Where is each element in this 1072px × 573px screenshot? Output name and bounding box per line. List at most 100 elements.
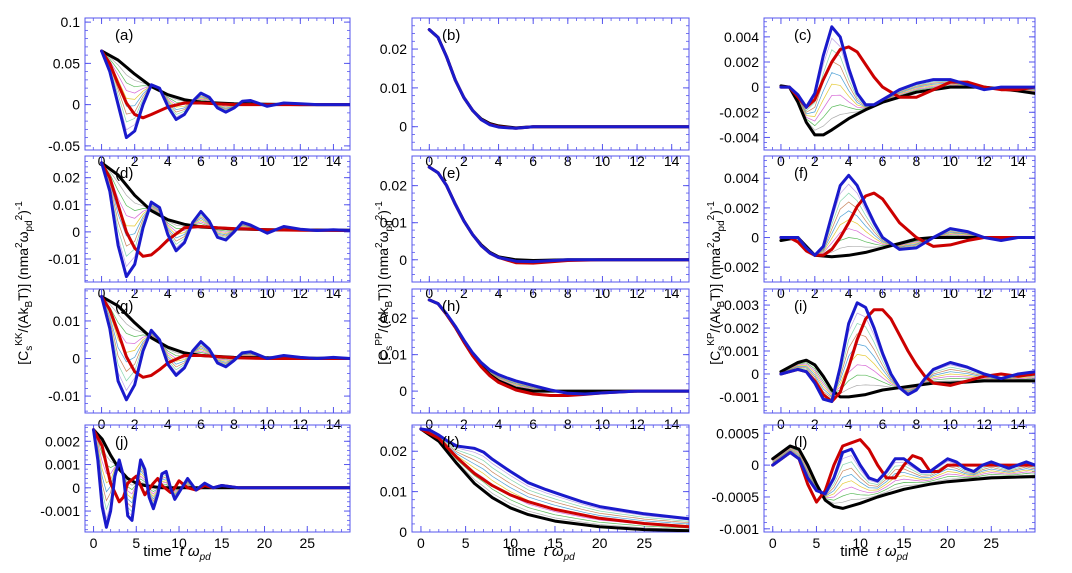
x-tick-label: 0: [769, 535, 777, 551]
series-line-blue: [427, 28, 689, 130]
thin-series-line: [429, 29, 689, 129]
panel-label: (b): [442, 27, 460, 44]
y-tick-label: -0.001: [719, 521, 759, 537]
y-tick-label: 0.01: [53, 313, 80, 329]
x-tick-label: 25: [637, 535, 653, 551]
thin-series-line: [420, 428, 689, 529]
panel-label: (e): [442, 165, 460, 182]
series-line-black: [100, 49, 350, 107]
x-tick-label: 2: [811, 416, 819, 432]
y-tick-label: 0.1: [61, 14, 81, 30]
x-tick-label: 2: [131, 416, 139, 432]
plot-area: [419, 427, 689, 532]
panel-g: 0 2 4 6 8 10 12 14 -0.01 0 0.01 (g): [48, 288, 351, 432]
x-tick-label: 14: [1010, 416, 1026, 432]
x-tick-label: 12: [629, 416, 645, 432]
series-line-red: [771, 438, 1035, 504]
thin-series-line: [429, 166, 689, 262]
y-tick-label: 0.003: [724, 297, 759, 313]
series-line-blue: [92, 428, 350, 529]
x-tick-label: 12: [293, 416, 309, 432]
y-tick-label: 0.02: [380, 310, 407, 326]
x-tick-label: 14: [664, 416, 680, 432]
x-tick-label: 5: [132, 535, 140, 551]
series-line-red: [779, 45, 1035, 109]
panel-label: (i): [794, 298, 807, 315]
series-line-black: [771, 444, 1035, 510]
y-tick-label: -0.002: [719, 104, 759, 120]
panel-l: 0 5 10 15 20 25 -0.001 -0.0005 0 0.0005 (l): [712, 424, 1036, 551]
panel-label: (a): [115, 27, 133, 44]
xlabel-left: time t ωpd: [143, 543, 211, 563]
thin-series-line: [429, 29, 689, 129]
plot-area: [427, 28, 689, 130]
thin-series-line: [429, 29, 689, 129]
y-tick-label: 0.0005: [716, 425, 759, 441]
y-tick-label: 0.01: [380, 347, 407, 363]
x-tick-label: 0: [777, 416, 785, 432]
series-line-blue: [419, 427, 689, 521]
thin-series-line: [429, 29, 689, 129]
x-tick-label: 12: [976, 416, 992, 432]
series-line-blue: [779, 301, 1035, 403]
thin-series-line: [420, 428, 689, 530]
panel-label: (j): [115, 434, 128, 451]
series-line-red: [92, 428, 350, 504]
thin-series-line: [101, 296, 350, 362]
x-tick-label: 6: [529, 416, 537, 432]
y-tick-label: 0.001: [45, 457, 80, 473]
thin-series-line: [429, 166, 689, 262]
series-line-red: [427, 165, 689, 265]
y-tick-label: 0: [72, 480, 80, 496]
y-tick-label: 0: [751, 457, 759, 473]
y-tick-label: 0.01: [380, 80, 407, 96]
series-line-blue: [100, 295, 350, 402]
thin-series-line: [101, 50, 350, 108]
y-tick-label: 0: [751, 230, 759, 246]
y-tick-label: 0.002: [724, 54, 759, 70]
xlabel-middle: time t ωpd: [507, 543, 575, 563]
y-tick-label: 0.02: [380, 443, 407, 459]
y-tick-label: 0.02: [380, 178, 407, 194]
x-tick-label: 0: [90, 535, 98, 551]
series-line-red: [419, 427, 689, 529]
series-line-blue: [100, 161, 350, 279]
series-line-blue: [779, 173, 1035, 257]
y-tick-label: 0.02: [53, 170, 80, 186]
y-tick-label: 0.004: [724, 170, 759, 186]
x-tick-label: 10: [595, 416, 611, 432]
panel-label: (k): [442, 434, 460, 451]
y-tick-label: 0: [399, 524, 407, 540]
y-tick-label: 0: [399, 252, 407, 268]
thin-series-line: [420, 428, 689, 522]
series-line-red: [100, 161, 350, 258]
y-tick-label: 0.01: [380, 484, 407, 500]
x-tick-label: 25: [984, 535, 1000, 551]
thin-series-line: [429, 166, 689, 262]
y-tick-label: -0.01: [48, 251, 80, 267]
y-tick-label: 0.002: [45, 433, 80, 449]
plot-area: [100, 161, 350, 279]
thin-series-line: [429, 29, 689, 129]
y-tick-label: -0.01: [48, 388, 80, 404]
x-tick-label: 15: [547, 535, 563, 551]
x-tick-label: 0: [98, 416, 106, 432]
y-tick-label: 0: [399, 119, 407, 135]
thin-series-line: [420, 428, 689, 521]
x-tick-label: 25: [299, 535, 315, 551]
plot-area: [100, 295, 350, 402]
panels-group: 02468101214-0.0500.050.1(a)0246810121400…: [40, 14, 1036, 551]
y-tick-label: 0.02: [380, 41, 407, 57]
ylabel-right: [CsKP/(AkBT)] (nma2ωpd2)-1: [706, 201, 727, 365]
ylabel-left: [CsKK/(AkBT)] (nma2ωpd2)-1: [14, 201, 35, 365]
panel-i: 0 2 4 6 8 10 12 14 -0.001 0 0.001 0.002 0.003 (i): [719, 288, 1036, 432]
x-tick-label: 0: [417, 535, 425, 551]
x-tick-label: 10: [259, 416, 275, 432]
y-tick-label: 0.05: [53, 55, 80, 71]
x-tick-label: 5: [813, 535, 821, 551]
plot-area: [427, 165, 689, 265]
plot-area: [427, 298, 689, 397]
y-tick-label: 0.002: [724, 200, 759, 216]
